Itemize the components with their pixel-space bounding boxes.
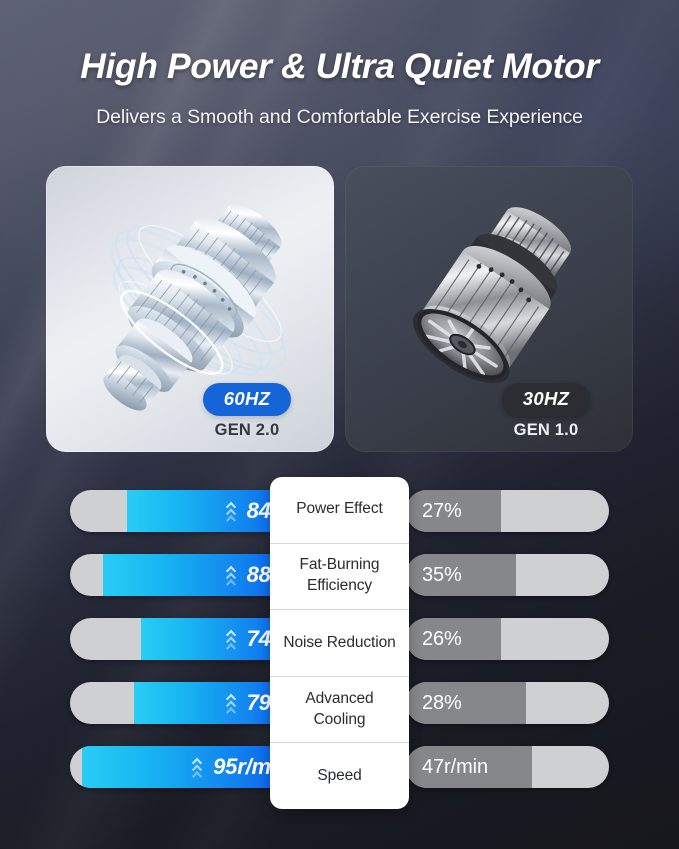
comparison-label-panel: Power Effect Fat-Burning Efficiency Nois…: [270, 477, 409, 809]
comparison-label: Fat-Burning Efficiency: [270, 542, 409, 610]
gen1-progress-bar: 47r/min: [406, 746, 609, 788]
status-badge-frequency: 30HZ: [501, 383, 591, 416]
gen1-value: 28%: [422, 691, 462, 714]
gen2-progress-fill: [81, 746, 306, 788]
chevron-up-stack-icon: [225, 501, 236, 522]
chevron-up-stack-icon: [225, 629, 236, 650]
motor-image-gen2: [46, 166, 334, 452]
gen1-progress-fill: [406, 554, 516, 596]
generation-label: GEN 2.0: [214, 421, 280, 439]
card-badge-group-gen1: 30HZ GEN 1.0: [476, 383, 616, 440]
chevron-up-stack-icon: [225, 693, 236, 714]
gen1-bar-content: 28%: [422, 682, 462, 724]
motor-image-gen1: [345, 166, 633, 452]
gen1-value: 27%: [422, 499, 462, 522]
gen1-value: 35%: [422, 563, 462, 586]
generation-label: GEN 1.0: [513, 421, 579, 439]
motor-illustration-gen1: [412, 207, 572, 384]
chevron-up-stack-icon: [225, 565, 236, 586]
gen1-progress-fill: [406, 746, 532, 788]
page-subtitle: Delivers a Smooth and Comfortable Exerci…: [96, 106, 583, 129]
chevron-up-stack-icon: [191, 757, 203, 778]
gen1-value: 47r/min: [422, 755, 488, 778]
gen1-value: 26%: [422, 627, 462, 650]
comparison-section: 84% 27% 88% 35% 74% 26% 79% 28% 95r/min 47r/min P…: [0, 477, 679, 809]
gen1-bar-content: 35%: [422, 554, 462, 596]
comparison-label: Power Effect: [296, 500, 383, 518]
gen1-bar-content: 26%: [422, 618, 462, 660]
card-badge-group-gen2: 60HZ GEN 2.0: [177, 383, 317, 440]
gen1-progress-bar: 26%: [406, 618, 609, 660]
comparison-label: Noise Reduction: [270, 609, 409, 676]
header: High Power & Ultra Quiet Motor Delivers …: [0, 46, 679, 129]
gen1-bar-content: 27%: [422, 490, 462, 532]
status-badge-frequency: 60HZ: [202, 383, 292, 416]
comparison-label: Speed: [270, 742, 409, 809]
gen1-bar-content: 47r/min: [422, 746, 488, 788]
gen1-progress-bar: 27%: [406, 490, 609, 532]
gen1-progress-bar: 35%: [406, 554, 609, 596]
page-title: High Power & Ultra Quiet Motor: [80, 46, 599, 86]
comparison-label: Advanced Cooling: [270, 675, 409, 743]
gen1-progress-fill: [406, 490, 502, 532]
product-card-group: 60HZ GEN 2.0: [46, 166, 633, 452]
product-card-gen2: 60HZ GEN 2.0: [46, 166, 334, 452]
gen1-progress-fill: [406, 618, 502, 660]
gen1-progress-bar: 28%: [406, 682, 609, 724]
motor-illustration-gen2: [103, 204, 287, 411]
product-card-gen1: 30HZ GEN 1.0: [345, 166, 633, 452]
gen1-progress-fill: [406, 682, 526, 724]
